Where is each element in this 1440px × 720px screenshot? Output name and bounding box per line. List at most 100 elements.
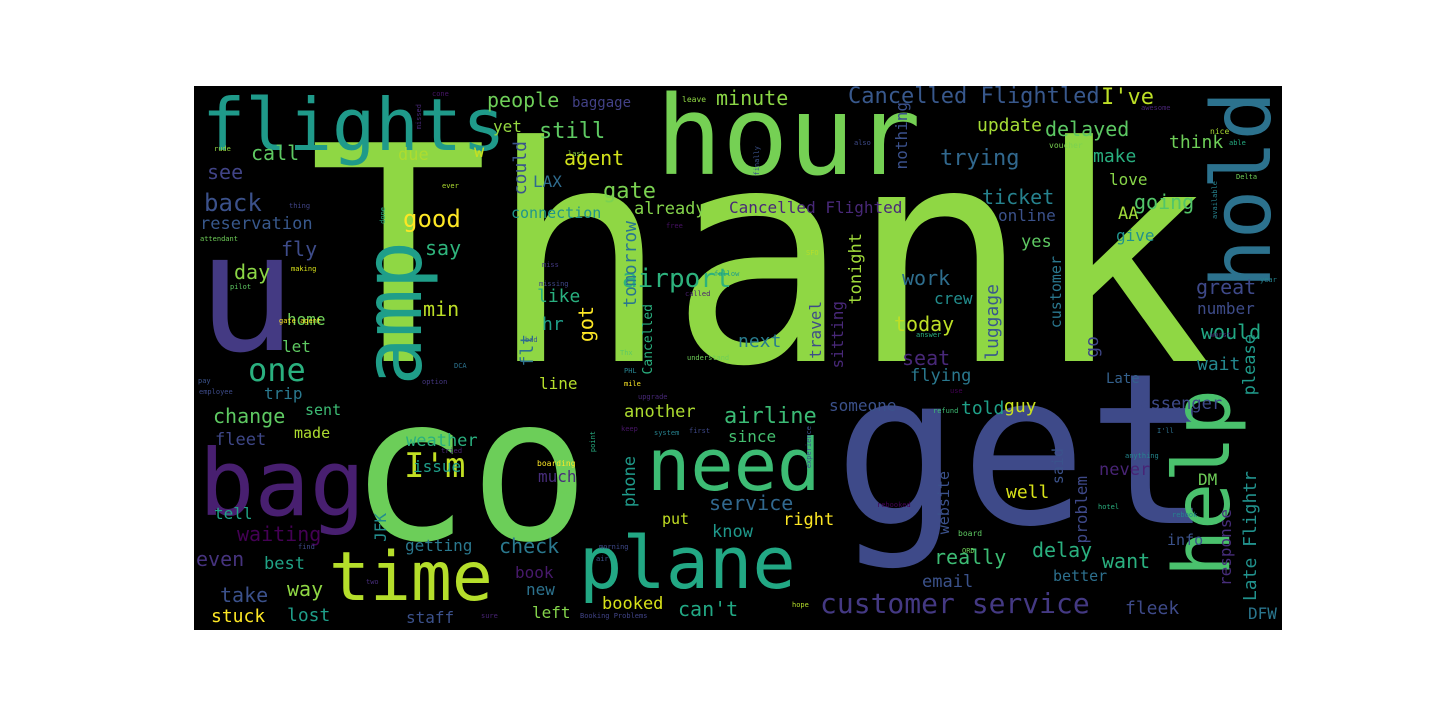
word-tomorrow: tomorrow bbox=[620, 221, 641, 308]
word-way: way bbox=[287, 577, 324, 601]
word-flying: flying bbox=[910, 366, 972, 386]
word-change: change bbox=[213, 404, 286, 428]
word-follow: follow bbox=[714, 270, 740, 278]
word-guy: guy bbox=[1004, 396, 1037, 417]
word-also: also bbox=[854, 139, 871, 147]
word-sitting: sitting bbox=[828, 301, 847, 369]
word-morning: morning bbox=[599, 543, 629, 551]
word-next: next bbox=[738, 331, 782, 352]
word-baggage: baggage bbox=[572, 95, 632, 111]
word-customer-service: customer service bbox=[820, 587, 1090, 620]
word-said: said bbox=[1049, 448, 1067, 485]
word-making: making bbox=[291, 265, 317, 273]
word-going: going bbox=[1134, 190, 1195, 214]
word-stuck: stuck bbox=[211, 606, 266, 627]
word-hr: hr bbox=[542, 314, 564, 335]
word-yes: yes bbox=[1021, 232, 1052, 252]
word-home: home bbox=[287, 310, 326, 329]
word-good: good bbox=[403, 205, 461, 233]
word-staff: staff bbox=[406, 608, 455, 627]
word-got: got bbox=[574, 306, 598, 343]
word-flights: flights bbox=[202, 86, 506, 167]
word-book: book bbox=[515, 563, 554, 582]
word-great: great bbox=[1196, 275, 1257, 299]
word-lax: LAX bbox=[533, 172, 562, 191]
word-airport: airport bbox=[622, 264, 732, 294]
word-hotel: hotel bbox=[1098, 503, 1120, 511]
word-cancelled-flighted: Cancelled Flighted bbox=[729, 198, 903, 217]
word-could: could bbox=[510, 141, 531, 196]
word-two: two bbox=[366, 578, 379, 586]
word-cant: can't bbox=[678, 597, 739, 621]
word-tell: tell bbox=[214, 504, 253, 523]
word-know: know bbox=[712, 522, 753, 542]
word-long: long bbox=[557, 488, 574, 496]
word-people: people bbox=[487, 88, 560, 112]
word-someone: someone bbox=[829, 396, 897, 415]
word-delayed: delayed bbox=[1045, 117, 1130, 141]
word-better: better bbox=[1053, 567, 1108, 585]
word-point: point bbox=[589, 431, 597, 453]
word-bag: bag bbox=[199, 430, 366, 537]
word-since: since bbox=[728, 427, 777, 446]
word-gate-agent: gate agent bbox=[279, 317, 322, 325]
word-able: able bbox=[1229, 139, 1246, 147]
word-mile: mile bbox=[624, 380, 641, 388]
word-thx: Thx bbox=[620, 349, 633, 357]
word-gate: gate bbox=[603, 179, 656, 204]
word-another: another bbox=[624, 402, 696, 422]
word-go: go bbox=[1082, 336, 1103, 358]
word-finally: finally bbox=[753, 146, 761, 176]
word-done: done bbox=[379, 207, 387, 224]
word-last: last bbox=[568, 150, 585, 158]
word-passenger: passenger bbox=[1130, 394, 1223, 414]
word-dm: DM bbox=[1198, 470, 1218, 489]
word-fleet: fleet bbox=[215, 430, 267, 450]
word-luggage: luggage bbox=[982, 284, 1003, 360]
word-experience: experience bbox=[805, 426, 813, 469]
word-take: take bbox=[220, 583, 269, 607]
word-new: new bbox=[526, 580, 555, 599]
word-think: think bbox=[1169, 132, 1224, 153]
word-thank: Thank bbox=[308, 86, 1212, 432]
word-make: make bbox=[1093, 146, 1137, 167]
word-available: available bbox=[1211, 181, 1219, 219]
word-even: even bbox=[196, 547, 245, 571]
word-check: check bbox=[499, 534, 560, 558]
word-aa: AA bbox=[1118, 204, 1139, 224]
word-late-flightr: Late Flightr bbox=[1240, 471, 1261, 602]
word-first: first bbox=[689, 427, 711, 435]
word-leave: leave bbox=[682, 95, 707, 104]
word-upgrade: upgrade bbox=[638, 393, 668, 401]
word-reservation: reservation bbox=[200, 214, 313, 234]
word-travel: travel bbox=[806, 301, 825, 359]
word-best: best bbox=[264, 554, 305, 574]
word-jfk: JFK bbox=[371, 513, 390, 542]
word-refund: refund bbox=[933, 407, 959, 415]
word-get: get bbox=[834, 328, 1214, 573]
word-told: told bbox=[961, 398, 1005, 419]
word-cloud: Thank co get hour u flights hold amp bag need time… bbox=[194, 86, 1282, 630]
word-voucher: voucher bbox=[1049, 141, 1083, 150]
word-delay: delay bbox=[1032, 538, 1093, 562]
word-fleek: fleek bbox=[1125, 598, 1180, 619]
word-need: need bbox=[647, 423, 821, 507]
word-right: right bbox=[783, 510, 835, 530]
word-thing: thing bbox=[289, 202, 311, 210]
word-never: never bbox=[1099, 460, 1151, 480]
word-ever: ever bbox=[442, 182, 459, 190]
word-boarding: boarding bbox=[537, 459, 576, 468]
word-update: update bbox=[977, 115, 1043, 136]
word-plane: plane bbox=[579, 521, 796, 605]
word-well: well bbox=[1006, 482, 1050, 503]
word-sent: sent bbox=[305, 401, 342, 419]
word-air: air bbox=[596, 555, 609, 563]
word-phone: phone bbox=[620, 456, 640, 508]
word-bad: bad bbox=[525, 336, 538, 344]
word-made: made bbox=[294, 424, 331, 442]
word-email: email bbox=[922, 572, 974, 592]
word-number: number bbox=[1197, 299, 1255, 318]
word-due: due bbox=[398, 145, 429, 165]
word-missing: missing bbox=[539, 280, 569, 288]
word-booked: booked bbox=[602, 594, 664, 614]
